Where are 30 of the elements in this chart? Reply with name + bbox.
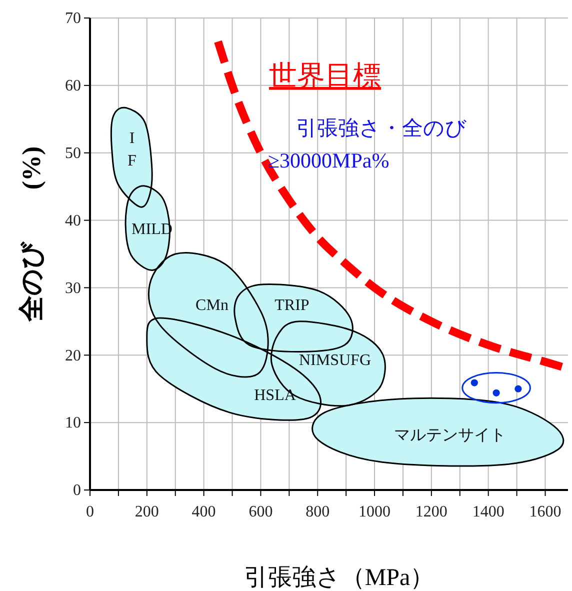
point	[492, 389, 500, 396]
y-tick-label: 70	[65, 10, 81, 28]
y-tick-label: 60	[65, 78, 81, 95]
y-axis-title: 全のび (%)	[17, 146, 46, 323]
y-tick-label: 40	[65, 212, 81, 230]
x-tick-label: 800	[306, 504, 330, 521]
y-tick-label: 0	[73, 482, 81, 500]
point	[470, 379, 478, 386]
x-tick-label: 200	[134, 504, 159, 521]
y-tick-label: 10	[65, 414, 81, 432]
annotation: HSLA	[254, 387, 296, 404]
x-axis-title: 引張強さ（MPa）	[244, 565, 434, 591]
annotation: 引張強さ・全のび ≥30000MPa%	[268, 116, 467, 173]
annotation: NIMSUFG	[298, 352, 372, 369]
x-tick-label: 400	[192, 504, 216, 521]
x-tick-label: 1200	[415, 504, 448, 521]
y-tick-label: 20	[65, 347, 81, 364]
annotation: TRIP	[274, 297, 310, 314]
x-tick-label: 1600	[529, 504, 562, 521]
point	[514, 385, 522, 392]
y-tick-label: 30	[65, 280, 81, 297]
x-tick-label: 0	[86, 504, 94, 521]
text: 世界目標	[269, 61, 381, 92]
annotation: CMn	[196, 297, 228, 314]
x-tick-label: 1000	[358, 504, 391, 521]
x-tick-label: 600	[248, 504, 273, 521]
y-tick-label: 50	[65, 144, 81, 162]
x-tick-label: 1400	[472, 504, 504, 521]
annotation: マルテンサイト	[394, 427, 506, 444]
annotation: I F	[128, 130, 137, 170]
